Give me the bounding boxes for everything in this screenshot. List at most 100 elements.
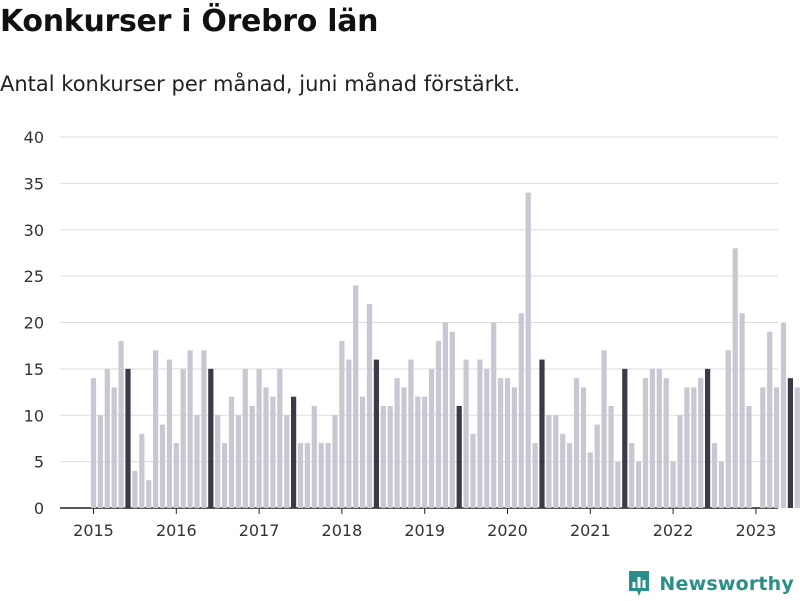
x-tick-label: 2017 (239, 521, 280, 540)
y-tick-label: 25 (24, 267, 44, 286)
bar (456, 405, 462, 508)
bar (608, 405, 614, 508)
bar (567, 443, 573, 508)
bar (401, 387, 407, 508)
bar (90, 378, 97, 508)
bar (146, 480, 152, 508)
bar (649, 368, 655, 509)
bar (484, 368, 490, 509)
bar (325, 443, 331, 508)
bar (311, 405, 317, 508)
bar (332, 415, 338, 508)
bar (304, 443, 310, 508)
bar (477, 359, 483, 508)
bar (111, 387, 117, 508)
bar (705, 368, 711, 509)
bar (222, 443, 228, 508)
y-tick-label: 30 (24, 221, 44, 240)
bar (691, 387, 697, 508)
bar (449, 331, 455, 508)
y-tick-label: 10 (24, 406, 44, 425)
bar (553, 415, 559, 508)
bar (394, 378, 400, 508)
bar (677, 415, 683, 508)
bar (346, 359, 352, 508)
bar (387, 405, 393, 508)
bar (180, 368, 186, 509)
x-tick-label: 2019 (404, 521, 445, 540)
bar (125, 368, 131, 509)
bar (242, 368, 248, 509)
bar (422, 396, 428, 508)
bar (153, 350, 159, 508)
bar (173, 443, 179, 508)
bar (670, 461, 676, 509)
bar (580, 387, 586, 508)
bar (297, 443, 304, 508)
bar (118, 341, 124, 508)
bar (228, 396, 235, 508)
x-tick-label: 2018 (322, 521, 363, 540)
bar (470, 433, 476, 508)
bar (201, 350, 207, 508)
bar (767, 331, 773, 508)
bar (622, 368, 628, 509)
bar (256, 368, 262, 509)
bar (663, 378, 669, 508)
bar (318, 443, 324, 508)
bar (291, 396, 297, 508)
bar (504, 378, 511, 508)
bar (353, 285, 359, 508)
bar (725, 350, 731, 508)
bar (711, 443, 718, 508)
y-tick-label: 5 (34, 453, 44, 472)
bar (787, 378, 793, 508)
bar (187, 350, 193, 508)
bar (429, 368, 435, 509)
newsworthy-logo: Newsworthy (627, 567, 794, 601)
bar (739, 313, 745, 508)
bar (415, 396, 421, 508)
bar (249, 405, 255, 508)
x-tick-label: 2016 (156, 521, 197, 540)
bar (380, 405, 386, 508)
bar (270, 396, 276, 508)
bar (277, 368, 283, 509)
x-tick-label: 2015 (73, 521, 114, 540)
bar (629, 443, 635, 508)
bar (284, 415, 290, 508)
x-tick-label: 2022 (653, 521, 694, 540)
bar (132, 470, 138, 508)
bar (642, 378, 649, 508)
bar (104, 368, 110, 509)
y-tick-label: 35 (24, 174, 44, 193)
bar (587, 452, 593, 508)
bar (760, 387, 766, 508)
y-tick-label: 15 (24, 360, 44, 379)
bar (746, 405, 752, 508)
bar (539, 359, 545, 508)
bar (780, 322, 787, 508)
bar (194, 415, 200, 508)
bar (525, 192, 531, 508)
bar (532, 443, 538, 508)
bar (263, 387, 269, 508)
newsworthy-logo-text: Newsworthy (659, 573, 794, 595)
bar (339, 341, 345, 508)
bar (166, 359, 172, 508)
y-tick-label: 0 (34, 499, 44, 518)
y-tick-label: 40 (24, 128, 44, 147)
bar (560, 433, 566, 508)
x-tick-label: 2023 (736, 521, 777, 540)
bar (546, 415, 552, 508)
chart-title: Konkurser i Örebro län (0, 4, 379, 39)
bar (366, 303, 373, 508)
bar (498, 378, 504, 508)
bar (732, 248, 738, 509)
bar (435, 341, 442, 508)
bar (215, 415, 221, 508)
bar (615, 461, 621, 509)
bar (235, 415, 241, 508)
bar (360, 396, 366, 508)
bar (208, 368, 214, 509)
